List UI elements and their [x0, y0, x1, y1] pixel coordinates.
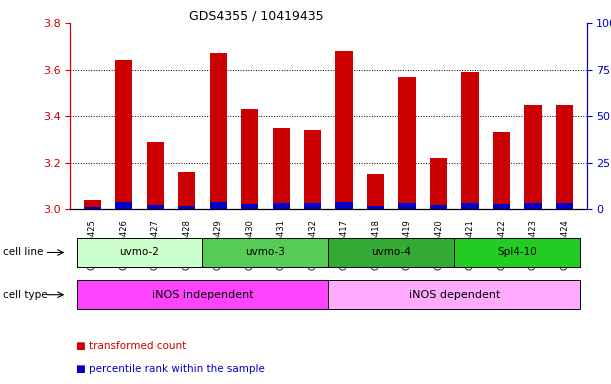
- Bar: [398, 203, 415, 209]
- Text: cell line: cell line: [3, 247, 43, 258]
- Bar: [556, 104, 573, 209]
- Bar: [335, 51, 353, 209]
- Bar: [430, 158, 447, 209]
- Text: uvmo-2: uvmo-2: [120, 247, 159, 258]
- Bar: [115, 60, 133, 209]
- Bar: [335, 202, 353, 209]
- Bar: [556, 203, 573, 209]
- Bar: [178, 205, 196, 209]
- Text: ■ percentile rank within the sample: ■ percentile rank within the sample: [76, 364, 265, 374]
- Text: uvmo-4: uvmo-4: [371, 247, 411, 258]
- Text: ■ transformed count: ■ transformed count: [76, 341, 186, 351]
- Bar: [461, 203, 479, 209]
- Text: iNOS dependent: iNOS dependent: [409, 290, 500, 300]
- Bar: [367, 207, 384, 209]
- Text: cell type: cell type: [3, 290, 48, 300]
- Bar: [461, 72, 479, 209]
- Bar: [178, 172, 196, 209]
- Text: GDS4355 / 10419435: GDS4355 / 10419435: [189, 10, 324, 23]
- Bar: [304, 130, 321, 209]
- Bar: [524, 104, 542, 209]
- Bar: [84, 200, 101, 209]
- Text: Spl4-10: Spl4-10: [497, 247, 537, 258]
- Bar: [273, 128, 290, 209]
- Bar: [524, 203, 542, 209]
- Bar: [241, 204, 258, 209]
- Bar: [84, 207, 101, 209]
- Bar: [115, 202, 133, 209]
- Bar: [304, 203, 321, 209]
- Bar: [210, 202, 227, 209]
- Bar: [430, 205, 447, 209]
- Text: uvmo-3: uvmo-3: [246, 247, 285, 258]
- Bar: [241, 109, 258, 209]
- Bar: [493, 132, 510, 209]
- Bar: [367, 174, 384, 209]
- Bar: [147, 205, 164, 209]
- Bar: [273, 203, 290, 209]
- Bar: [493, 204, 510, 209]
- Bar: [398, 76, 415, 209]
- Text: iNOS independent: iNOS independent: [152, 290, 254, 300]
- Bar: [210, 53, 227, 209]
- Bar: [147, 142, 164, 209]
